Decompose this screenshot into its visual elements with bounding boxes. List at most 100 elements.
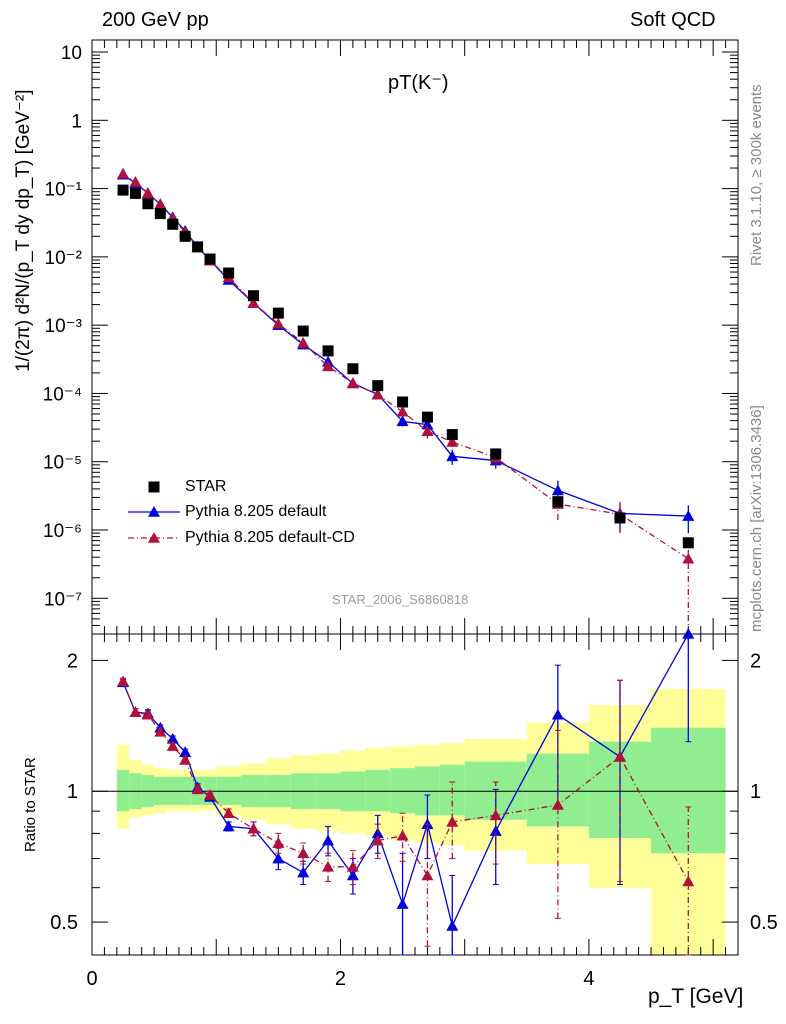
main-y-tick-label: 10⁻² (45, 248, 83, 269)
legend-marker-pythia-cd (148, 532, 160, 543)
star-data-point (397, 396, 409, 408)
ratio-pythia-cd-point (129, 706, 142, 717)
ratio-pythia-cd-point (682, 875, 695, 887)
pythia-default-point (396, 415, 409, 427)
ratio-pythia-cd-line (122, 681, 689, 882)
ratio-y-tick-label-right: 0.5 (750, 912, 778, 934)
main-y-tick-label: 10⁻⁶ (43, 521, 82, 542)
pythia-cd-point (682, 552, 695, 564)
ratio-pythia-cd-point (346, 860, 359, 872)
ratio-pythia-default-point (322, 834, 335, 846)
star-data-point (192, 241, 204, 253)
header-left: 200 GeV pp (102, 9, 209, 31)
ratio-pythia-default-point (396, 898, 409, 909)
ratio-y-tick-label-left: 0.5 (50, 912, 78, 934)
pythia-cd-point (297, 336, 310, 348)
ratio-pythia-cd-point (154, 725, 167, 737)
pythia-default-point (446, 450, 459, 462)
pythia-cd-point (141, 187, 154, 198)
pythia-cd-point (346, 377, 359, 388)
pythia-default-point (551, 484, 564, 496)
star-data-point (179, 230, 191, 242)
ratio-pythia-cd-point (613, 750, 626, 762)
star-data-point (297, 325, 309, 337)
ratio-pythia-cd-point (191, 783, 204, 795)
legend-marker-pythia-default (148, 506, 160, 517)
ratio-pythia-default-point (682, 628, 695, 639)
star-data-point (142, 198, 154, 210)
ratio-pythia-cd-point (272, 837, 285, 848)
legend-label-pythia-default: Pythia 8.205 default (185, 503, 327, 520)
ratio-pythia-cd-point (204, 789, 217, 800)
main-y-tick-label: 10⁻⁴ (43, 384, 82, 405)
ratio-y-tick-label-right: 1 (750, 781, 761, 803)
rivet-label: Rivet 3.1.10, ≥ 300k events (748, 84, 765, 266)
ratio-pythia-cd-point (489, 809, 502, 821)
star-data-point (446, 429, 458, 441)
ratio-pythia-cd-point (396, 829, 409, 841)
x-tick-label: 4 (583, 968, 594, 990)
ratio-inner-band (116, 769, 130, 812)
pythia-cd-line (122, 173, 689, 560)
star-data-point (117, 184, 129, 196)
star-data-point (204, 253, 216, 265)
ratio-pythia-default-line (122, 633, 689, 928)
pythia-cd-point (129, 175, 142, 187)
ratio-pythia-default-point (272, 852, 285, 864)
pythia-default-point (421, 418, 434, 430)
main-y-tick-label: 10⁻⁵ (43, 453, 82, 474)
pythia-cd-point (154, 198, 167, 210)
ratio-pythia-default-point (489, 825, 502, 836)
ratio-y-axis-label: Ratio to STAR (22, 757, 39, 852)
main-y-tick-label: 10⁻¹ (45, 180, 83, 201)
star-data-point (167, 218, 179, 230)
pythia-cd-point (396, 405, 409, 417)
star-data-point (421, 411, 433, 423)
ratio-pythia-cd-point (117, 675, 130, 687)
main-y-tick-label: 10⁻⁷ (44, 589, 82, 610)
main-y-axis-label: 1/(2π) d²N/(p_T dy dp_T) [GeV⁻²] (13, 89, 34, 372)
star-data-point (248, 290, 259, 302)
x-tick-label: 2 (335, 968, 346, 990)
pythia-cd-point (421, 425, 434, 436)
legend-label-star: STAR (185, 478, 227, 495)
ratio-y-tick-label-left: 1 (67, 781, 78, 803)
pythia-default-line (122, 174, 689, 517)
legend-label-pythia-cd: Pythia 8.205 default-CD (185, 529, 355, 546)
star-data-point (552, 496, 564, 508)
ratio-pythia-cd-point (551, 798, 564, 810)
pythia-default-point (682, 510, 695, 521)
x-axis-label: p_T [GeV] (648, 985, 744, 1008)
pythia-cd-point (322, 360, 335, 372)
pythia-cd-point (446, 435, 459, 447)
ratio-pythia-default-point (371, 827, 384, 839)
pythia-cd-point (117, 167, 130, 179)
ratio-pythia-cd-point (446, 815, 459, 827)
ratio-pythia-cd-point (222, 807, 235, 819)
pythia-cd-point (272, 317, 285, 329)
main-y-tick-label: 10⁻³ (45, 316, 83, 337)
ratio-y-tick-label-left: 2 (67, 650, 78, 672)
main-y-tick-label: 10 (61, 43, 82, 64)
ratio-pythia-cd-point (322, 860, 335, 872)
pythia-cd-point (371, 388, 384, 400)
ratio-inner-band (390, 768, 415, 814)
star-data-point (490, 448, 502, 460)
ratio-y-tick-label-right: 2 (750, 650, 761, 672)
star-data-point (272, 307, 284, 319)
ratio-pythia-default-point (551, 708, 564, 720)
star-data-point (372, 380, 384, 392)
star-data-point (129, 187, 141, 199)
star-data-point (347, 363, 359, 375)
star-data-point (614, 512, 626, 524)
ratio-pythia-default-point (179, 746, 192, 757)
ratio-pythia-default-point (222, 820, 235, 832)
star-data-point (682, 537, 694, 549)
plot-title: pT(K⁻) (388, 72, 449, 94)
ratio-pythia-cd-point (371, 834, 384, 846)
header-right: Soft QCD (630, 9, 716, 31)
ratio-pythia-cd-point (247, 822, 260, 834)
ratio-pythia-cd-point (141, 708, 154, 720)
ratio-pythia-default-point (421, 818, 434, 829)
